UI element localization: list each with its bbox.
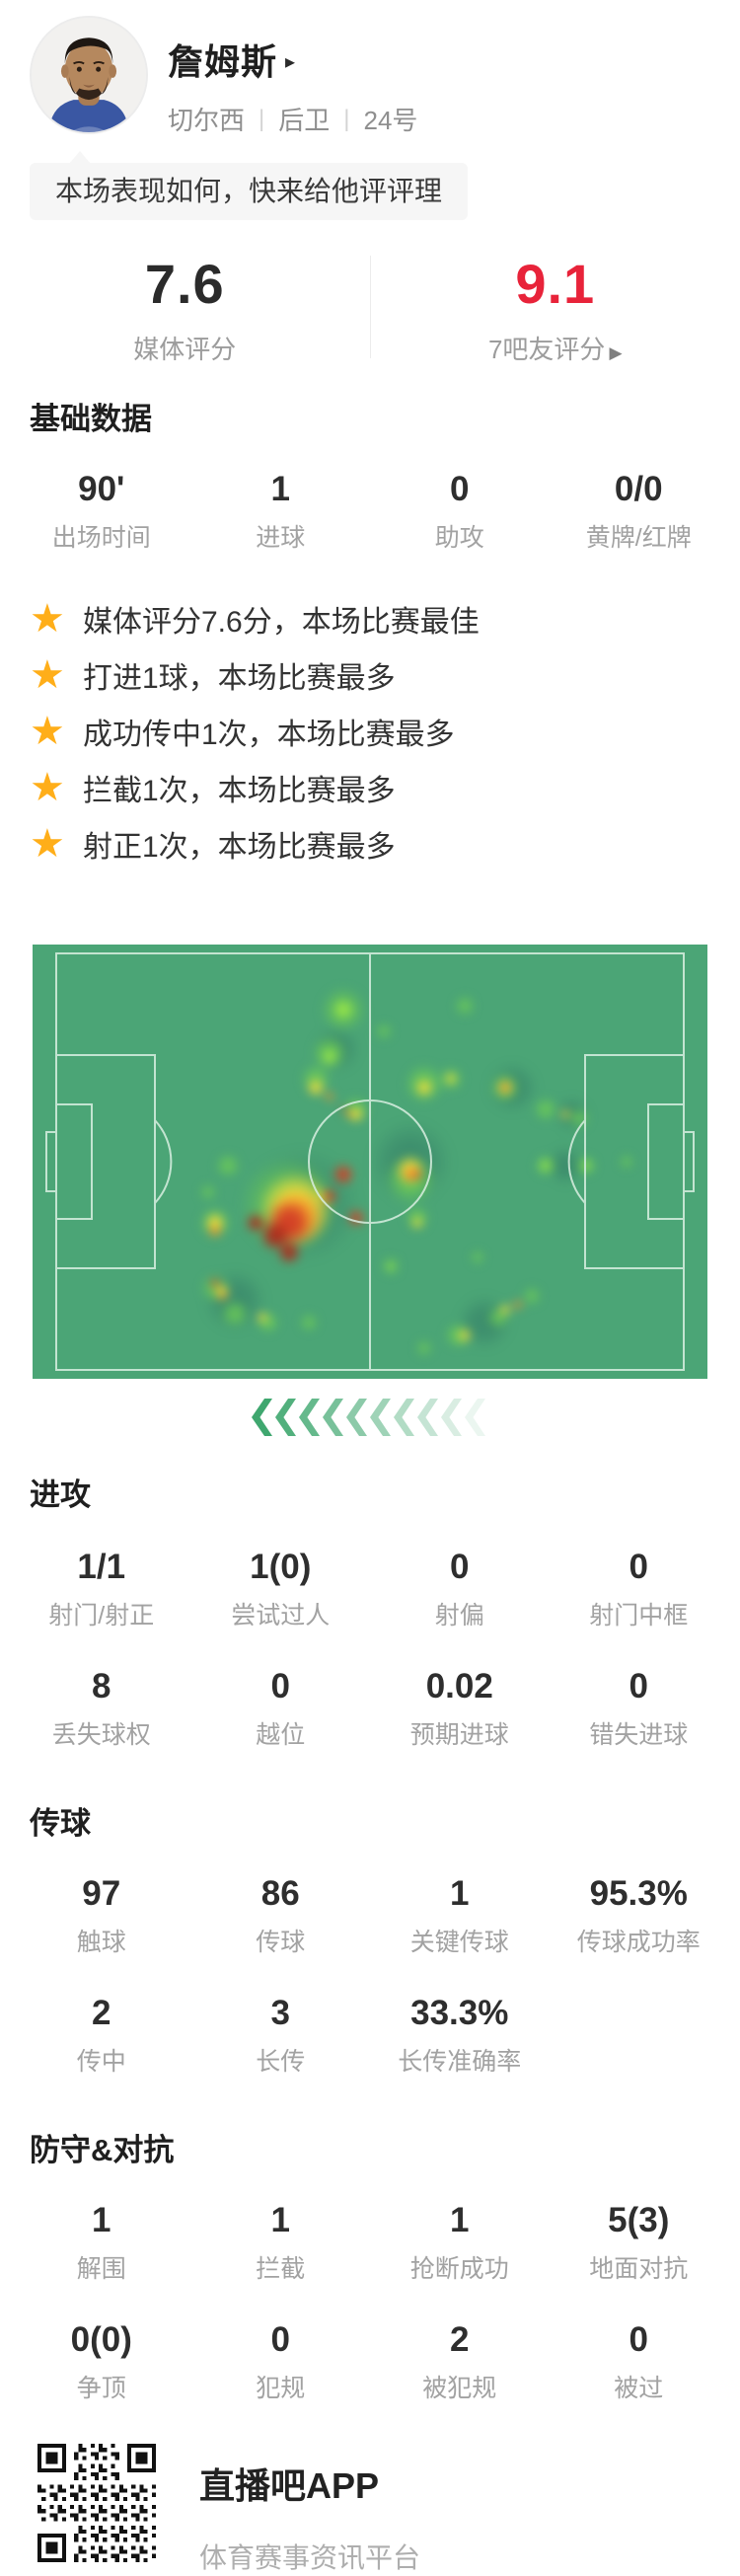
- app-tagline: 体育赛事资讯平台: [199, 2537, 420, 2576]
- stat-goals: 1 进球: [191, 470, 371, 554]
- attack-direction-chevrons: [0, 1399, 740, 1436]
- rating-prompt-bubble[interactable]: 本场表现如何，快来给他评评理: [30, 163, 468, 220]
- ratings-panel: 7.6 媒体评分 9.1 7吧友评分▶: [0, 242, 740, 366]
- stat-empty: [550, 1994, 729, 2078]
- highlight-item: ★ 射正1次，本场比赛最多: [30, 824, 710, 864]
- highlight-item: ★ 拦截1次，本场比赛最多: [30, 768, 710, 807]
- fan-rating-value: 9.1: [371, 252, 740, 316]
- media-rating-label: 媒体评分: [0, 330, 370, 366]
- basic-data-section: 基础数据 90' 出场时间 1 进球 0 助攻 0/0 黄牌/红牌: [0, 394, 740, 554]
- player-header: 詹姆斯 ▸ 切尔西 | 后卫 | 24号: [0, 0, 740, 137]
- avatar: [30, 16, 148, 134]
- stat-long-ball-accuracy: 33.3%长传准确率: [370, 1994, 550, 2078]
- player-photo: [32, 18, 146, 132]
- basic-data-grid: 90' 出场时间 1 进球 0 助攻 0/0 黄牌/红牌: [0, 470, 740, 554]
- player-meta: 切尔西 | 后卫 | 24号: [168, 101, 417, 137]
- meta-separator: |: [259, 106, 264, 133]
- passing-title: 传球: [30, 1798, 740, 1843]
- basic-data-title: 基础数据: [30, 394, 740, 438]
- meta-separator: |: [343, 106, 349, 133]
- defense-title: 防守&对抗: [30, 2125, 740, 2169]
- stat-pass-accuracy: 95.3%传球成功率: [550, 1874, 729, 1958]
- player-name-row[interactable]: 詹姆斯 ▸: [168, 34, 417, 85]
- app-promo-banner[interactable]: 直播吧APP 体育赛事资讯平台: [37, 2444, 740, 2576]
- star-icon: ★: [30, 712, 75, 751]
- highlight-item: ★ 媒体评分7.6分，本场比赛最佳: [30, 599, 710, 639]
- star-icon: ★: [30, 655, 75, 695]
- fan-rating-label: 7吧友评分▶: [371, 330, 740, 366]
- fan-rating-arrow-icon: ▶: [609, 343, 622, 362]
- app-name: 直播吧APP: [199, 2458, 420, 2509]
- player-name: 詹姆斯: [168, 34, 277, 85]
- fan-rating[interactable]: 9.1 7吧友评分▶: [371, 242, 740, 366]
- media-rating-value: 7.6: [0, 252, 370, 316]
- team-name: 切尔西: [168, 101, 245, 137]
- app-promo-text: 直播吧APP 体育赛事资讯平台: [199, 2444, 420, 2576]
- stat-minutes: 90' 出场时间: [12, 470, 191, 554]
- media-rating: 7.6 媒体评分: [0, 242, 370, 366]
- heatmap-pitch: [33, 945, 707, 1379]
- player-info: 詹姆斯 ▸ 切尔西 | 后卫 | 24号: [168, 16, 417, 137]
- stat-cards: 0/0 黄牌/红牌: [550, 470, 729, 554]
- highlight-item: ★ 成功传中1次，本场比赛最多: [30, 712, 710, 751]
- stat-aerial-duels: 0(0)争顶: [12, 2320, 191, 2404]
- pitch-markings: [33, 945, 707, 1379]
- shirt-number: 24号: [364, 101, 418, 137]
- highlight-item: ★ 打进1球，本场比赛最多: [30, 655, 710, 695]
- attack-title: 进攻: [30, 1470, 740, 1514]
- stat-dribbles: 1(0)尝试过人: [191, 1548, 371, 1631]
- star-icon: ★: [30, 824, 75, 864]
- name-arrow-icon: ▸: [285, 49, 295, 74]
- player-position: 后卫: [278, 101, 330, 137]
- star-icon: ★: [30, 768, 75, 807]
- qr-code: [37, 2444, 156, 2562]
- stat-ground-duels: 5(3)地面对抗: [550, 2201, 729, 2285]
- star-icon: ★: [30, 599, 75, 639]
- rating-prompt-text: 本场表现如何，快来给他评评理: [55, 176, 442, 206]
- highlights-list: ★ 媒体评分7.6分，本场比赛最佳 ★ 打进1球，本场比赛最多 ★ 成功传中1次…: [30, 599, 710, 864]
- stat-assists: 0 助攻: [370, 470, 550, 554]
